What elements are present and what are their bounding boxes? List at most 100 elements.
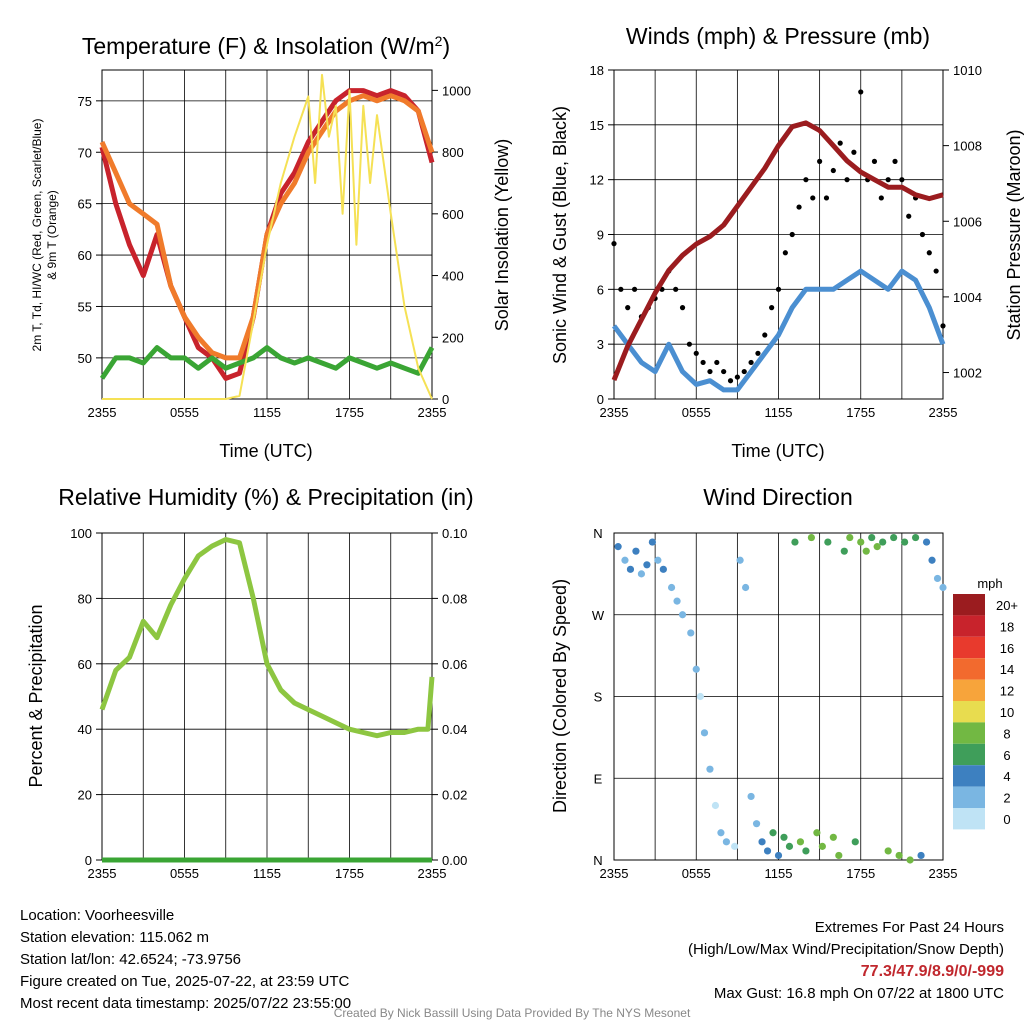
gust-point (837, 140, 843, 146)
x-tick-label: 1155 (253, 866, 281, 881)
y2-tick-label: 0.02 (442, 788, 467, 803)
gust-point (700, 359, 706, 366)
temperature-panel: Temperature (F) & Insolation (W/m2) Time… (30, 33, 512, 461)
y2-tick-label: 1002 (953, 366, 982, 381)
direction-point (752, 820, 761, 828)
station-info: Location: Voorheesville Station elevatio… (20, 905, 351, 1015)
direction-point (846, 533, 854, 542)
humidity-title: Relative Humidity (%) & Precipitation (i… (58, 484, 473, 510)
direction-point (763, 847, 772, 855)
y-tick-label: N (593, 853, 602, 868)
y2-tick-label: 400 (442, 269, 464, 284)
legend-label: 10 (1000, 705, 1014, 720)
y2-tick-label: 1010 (953, 63, 982, 78)
extremes-box: Extremes For Past 24 Hours (High/Low/Max… (688, 917, 1004, 1005)
gust-point (679, 305, 686, 311)
direction-point (857, 538, 865, 546)
direction-point (632, 547, 640, 555)
station-location: Location: Voorheesville (20, 907, 175, 924)
gust-point (823, 195, 830, 201)
y2-tick-label: 0.06 (442, 657, 467, 672)
direction-point (813, 829, 821, 837)
series-line (99, 345, 435, 380)
legend-label: 8 (1003, 726, 1010, 741)
gust-point (851, 149, 857, 155)
gust-point (693, 350, 699, 356)
y-tick-label: 50 (78, 351, 92, 366)
x-tick-label: 0555 (682, 405, 711, 420)
direction-point (862, 547, 870, 555)
temperature-y2label: Solar Insolation (Yellow) (492, 139, 512, 331)
gust-point (940, 323, 946, 329)
gust-point (817, 158, 823, 164)
gust-point (871, 158, 878, 164)
legend-label: 18 (1000, 619, 1014, 634)
direction-point (780, 833, 788, 841)
gust-point (686, 341, 692, 347)
y-tick-label: N (593, 526, 602, 541)
direction-point (706, 765, 714, 773)
y-tick-label: 6 (597, 282, 604, 297)
gust-point (858, 89, 864, 95)
legend-label: 14 (1000, 662, 1014, 677)
direction-point (614, 543, 622, 551)
gust-point (618, 286, 624, 292)
gust-point (769, 305, 775, 311)
y-tick-label: 40 (78, 722, 92, 737)
wind-direction-title: Wind Direction (703, 484, 853, 510)
gust-point (810, 195, 816, 201)
y2-tick-label: 600 (442, 207, 464, 222)
gust-point (885, 177, 891, 183)
legend-label: 2 (1003, 791, 1010, 806)
y-tick-label: W (592, 608, 605, 623)
direction-point (824, 538, 832, 546)
direction-point (654, 556, 662, 564)
extremes-subheading: (High/Low/Max Wind/Precipitation/Snow De… (688, 941, 1004, 958)
direction-point (917, 851, 925, 860)
legend-swatch (953, 615, 985, 637)
x-tick-label: 1155 (253, 405, 281, 420)
direction-point (769, 829, 777, 837)
direction-point (621, 556, 629, 564)
direction-point (687, 629, 695, 637)
legend-swatch (953, 743, 985, 766)
direction-point (884, 847, 892, 855)
y-tick-label: 70 (78, 145, 92, 160)
legend-swatch (953, 722, 985, 744)
x-tick-label: 2355 (418, 866, 447, 881)
direction-point (648, 538, 656, 546)
direction-point (731, 842, 739, 850)
extremes-values: 77.3/47.9/8.9/0/-999 (860, 963, 1004, 980)
y-tick-label: 0 (85, 853, 92, 868)
direction-point (711, 801, 720, 810)
temperature-xlabel: Time (UTC) (219, 441, 312, 461)
legend-swatch (953, 701, 985, 723)
gust-point (782, 250, 788, 256)
direction-point (791, 538, 799, 546)
legend-label: 20+ (996, 598, 1018, 613)
credit-line: Created By Nick Bassill Using Data Provi… (333, 1006, 691, 1020)
legend-swatch (953, 808, 985, 830)
direction-point (879, 538, 887, 546)
direction-point (696, 692, 704, 701)
gust-point (741, 368, 747, 375)
direction-point (678, 611, 687, 619)
direction-point (901, 538, 909, 546)
direction-point (818, 842, 826, 850)
legend-label: 12 (1000, 684, 1014, 699)
direction-point (922, 538, 931, 546)
direction-point (890, 533, 898, 542)
temperature-title: Temperature (F) & Insolation (W/m2) (82, 33, 450, 59)
legend-label: 0 (1003, 812, 1010, 827)
direction-point (868, 533, 876, 542)
x-tick-label: 2355 (600, 866, 629, 881)
gust-point (762, 332, 768, 338)
direction-point (807, 533, 816, 542)
legend-label: 4 (1003, 769, 1010, 784)
direction-point (928, 556, 936, 564)
extremes-heading: Extremes For Past 24 Hours (814, 919, 1004, 936)
gust-point (727, 378, 734, 384)
y-tick-label: 9 (597, 228, 604, 243)
direction-point (939, 583, 947, 592)
